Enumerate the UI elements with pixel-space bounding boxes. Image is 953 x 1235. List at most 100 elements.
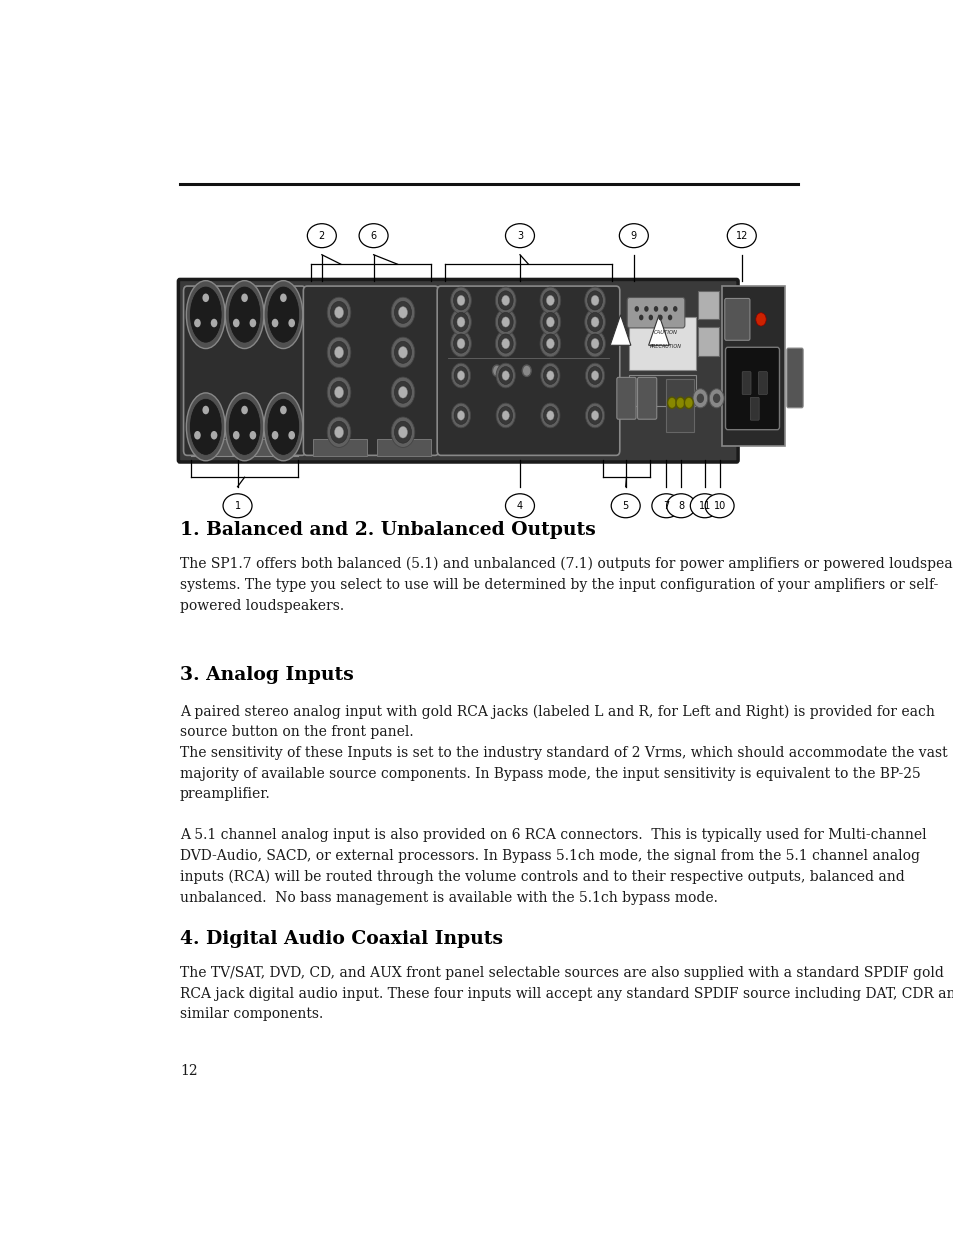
FancyBboxPatch shape bbox=[629, 317, 695, 369]
Circle shape bbox=[591, 338, 598, 348]
Circle shape bbox=[398, 306, 407, 319]
Circle shape bbox=[542, 312, 558, 331]
Bar bbox=[629, 375, 695, 406]
Circle shape bbox=[692, 389, 707, 408]
Circle shape bbox=[498, 406, 512, 425]
Circle shape bbox=[588, 406, 601, 425]
Circle shape bbox=[521, 366, 531, 377]
Text: 8: 8 bbox=[678, 500, 683, 511]
Circle shape bbox=[450, 330, 471, 357]
Bar bbox=[237, 440, 272, 456]
Circle shape bbox=[391, 417, 415, 447]
Circle shape bbox=[327, 337, 351, 368]
Circle shape bbox=[639, 315, 642, 320]
Circle shape bbox=[495, 330, 516, 357]
Text: A 5.1 channel analog input is also provided on 6 RCA connectors.  This is typica: A 5.1 channel analog input is also provi… bbox=[180, 829, 925, 904]
Circle shape bbox=[398, 387, 407, 398]
Ellipse shape bbox=[358, 224, 388, 248]
Circle shape bbox=[202, 406, 209, 414]
Ellipse shape bbox=[225, 393, 264, 461]
FancyBboxPatch shape bbox=[436, 287, 619, 456]
Circle shape bbox=[667, 398, 676, 409]
Circle shape bbox=[662, 306, 667, 311]
Text: 1. Balanced and 2. Unbalanced Outputs: 1. Balanced and 2. Unbalanced Outputs bbox=[180, 521, 595, 538]
Circle shape bbox=[280, 294, 287, 303]
Circle shape bbox=[591, 370, 598, 380]
FancyBboxPatch shape bbox=[183, 287, 305, 456]
Circle shape bbox=[492, 366, 501, 377]
Circle shape bbox=[658, 315, 662, 320]
Circle shape bbox=[501, 370, 509, 380]
Circle shape bbox=[540, 403, 559, 427]
Circle shape bbox=[584, 287, 605, 314]
Circle shape bbox=[584, 309, 605, 336]
Circle shape bbox=[634, 306, 639, 311]
Circle shape bbox=[543, 367, 557, 384]
FancyBboxPatch shape bbox=[758, 372, 766, 394]
Circle shape bbox=[587, 312, 602, 331]
Circle shape bbox=[193, 431, 200, 440]
Circle shape bbox=[330, 382, 347, 404]
Circle shape bbox=[394, 382, 411, 404]
Circle shape bbox=[539, 330, 560, 357]
Text: 6: 6 bbox=[370, 231, 376, 241]
Ellipse shape bbox=[186, 280, 225, 348]
Circle shape bbox=[496, 403, 515, 427]
Circle shape bbox=[330, 301, 347, 324]
Polygon shape bbox=[648, 315, 669, 346]
FancyBboxPatch shape bbox=[786, 348, 802, 408]
Circle shape bbox=[667, 315, 672, 320]
Bar bbox=[313, 440, 366, 456]
FancyBboxPatch shape bbox=[303, 287, 438, 456]
Circle shape bbox=[233, 319, 239, 327]
Circle shape bbox=[335, 347, 343, 358]
Circle shape bbox=[335, 426, 343, 438]
Ellipse shape bbox=[267, 287, 299, 343]
Bar bbox=[665, 379, 694, 431]
Text: 10: 10 bbox=[713, 500, 725, 511]
Circle shape bbox=[672, 306, 677, 311]
Circle shape bbox=[456, 411, 464, 420]
FancyBboxPatch shape bbox=[724, 347, 779, 430]
Circle shape bbox=[451, 403, 470, 427]
Circle shape bbox=[327, 417, 351, 447]
Circle shape bbox=[676, 398, 684, 409]
Circle shape bbox=[683, 398, 693, 409]
Ellipse shape bbox=[618, 224, 648, 248]
Circle shape bbox=[587, 291, 602, 310]
Circle shape bbox=[391, 377, 415, 408]
Circle shape bbox=[501, 317, 509, 327]
Text: 9: 9 bbox=[630, 231, 637, 241]
Circle shape bbox=[497, 291, 513, 310]
Circle shape bbox=[546, 411, 554, 420]
Circle shape bbox=[585, 363, 604, 388]
Circle shape bbox=[241, 406, 248, 414]
Circle shape bbox=[496, 363, 515, 388]
Ellipse shape bbox=[264, 280, 302, 348]
Circle shape bbox=[398, 426, 407, 438]
Circle shape bbox=[584, 330, 605, 357]
Text: 12: 12 bbox=[735, 231, 747, 241]
Circle shape bbox=[501, 338, 509, 348]
Text: 1: 1 bbox=[234, 500, 240, 511]
Circle shape bbox=[233, 431, 239, 440]
Circle shape bbox=[211, 319, 217, 327]
Ellipse shape bbox=[190, 399, 222, 456]
FancyBboxPatch shape bbox=[698, 327, 719, 356]
Ellipse shape bbox=[666, 494, 695, 517]
Circle shape bbox=[330, 341, 347, 363]
Circle shape bbox=[498, 367, 512, 384]
Circle shape bbox=[327, 298, 351, 327]
Circle shape bbox=[398, 347, 407, 358]
Circle shape bbox=[542, 291, 558, 310]
Ellipse shape bbox=[611, 494, 639, 517]
Text: PRECAUTION: PRECAUTION bbox=[649, 343, 681, 348]
Circle shape bbox=[288, 319, 294, 327]
Circle shape bbox=[391, 337, 415, 368]
Circle shape bbox=[539, 287, 560, 314]
Circle shape bbox=[394, 421, 411, 443]
Circle shape bbox=[453, 312, 468, 331]
Ellipse shape bbox=[307, 224, 336, 248]
FancyBboxPatch shape bbox=[741, 372, 750, 394]
Ellipse shape bbox=[223, 494, 252, 517]
